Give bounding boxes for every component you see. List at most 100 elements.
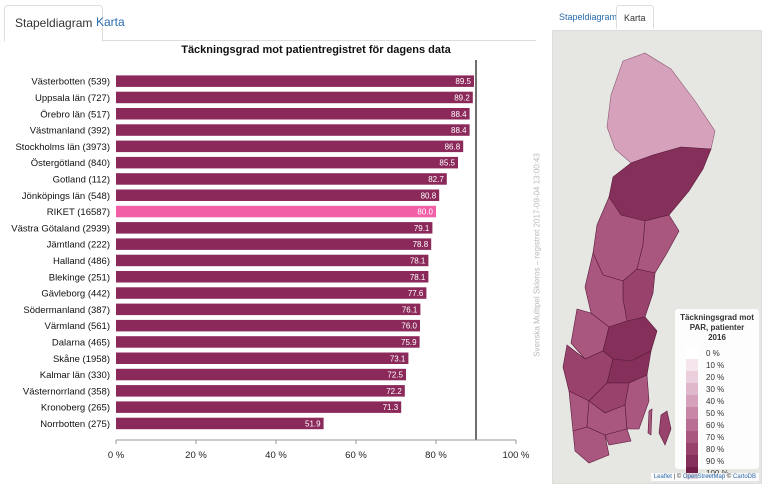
legend-row: 0 %	[680, 347, 754, 359]
bar[interactable]	[116, 173, 447, 185]
region-gavleborg[interactable]	[622, 268, 656, 322]
map-attribution: Leaflet | © OpenStreetMap © CartoDB	[650, 473, 759, 481]
x-tick-label: 0 %	[108, 450, 125, 461]
legend-row: 30 %	[680, 383, 754, 395]
legend-swatch	[686, 443, 698, 455]
bar[interactable]	[116, 271, 429, 283]
legend-label: 80 %	[706, 444, 725, 454]
right-tab-bar: Stapeldiagram Karta	[548, 5, 758, 29]
bar[interactable]	[116, 352, 409, 365]
category-label: Dalarna (465)	[52, 337, 110, 348]
legend-swatch	[686, 419, 698, 431]
bar[interactable]	[116, 156, 458, 169]
legend-label: 70 %	[706, 432, 725, 442]
legend-row: 40 %	[680, 395, 754, 407]
x-tick-label: 80 %	[425, 450, 447, 461]
x-tick-label: 40 %	[265, 450, 287, 461]
category-label: Stockholms län (3973)	[15, 142, 110, 153]
osm-link[interactable]: OpenStreetMap	[682, 474, 726, 480]
region-vasternorrland[interactable]	[636, 214, 680, 274]
category-label: Skåne (1958)	[53, 354, 110, 365]
bar[interactable]	[116, 222, 433, 234]
region-gotland[interactable]	[658, 410, 672, 446]
bar[interactable]	[116, 385, 405, 397]
x-tick-label: 60 %	[345, 450, 367, 461]
map-panel: Stapeldiagram Karta	[548, 0, 764, 488]
legend-swatch	[686, 383, 698, 395]
legend-swatch	[686, 431, 698, 443]
category-label: Gotland (112)	[53, 174, 110, 185]
x-tick-label: 20 %	[185, 450, 207, 461]
bar[interactable]	[116, 303, 421, 316]
legend-swatch	[686, 347, 698, 359]
map-tab-karta[interactable]: Karta	[616, 5, 654, 29]
value-label: 71.3	[383, 403, 399, 412]
legend-label: 60 %	[706, 420, 725, 430]
tab-stapeldiagram[interactable]: Stapeldiagram	[4, 5, 104, 42]
chart-title: Täckningsgrad mot patientregistret för d…	[181, 44, 451, 56]
map-legend: Täckningsgrad mot PAR, patienter 2016 0 …	[675, 309, 759, 479]
legend-row: 20 %	[680, 371, 754, 383]
region-norrbotten[interactable]	[606, 52, 716, 164]
category-label: Örebro län (517)	[40, 109, 110, 120]
value-label: 79.1	[414, 224, 430, 233]
value-label: 76.0	[401, 322, 417, 331]
legend-label: 30 %	[706, 384, 725, 394]
category-label: RIKET (16587)	[47, 207, 110, 218]
value-label: 51.9	[305, 419, 321, 428]
bar[interactable]	[116, 401, 402, 413]
legend-label: 0 %	[706, 348, 720, 358]
bar[interactable]	[116, 319, 420, 332]
value-label: 78.1	[410, 256, 426, 265]
bar[interactable]	[116, 205, 436, 218]
attribution-sep: ©	[725, 474, 733, 480]
category-label: Gävleborg (442)	[41, 289, 110, 300]
bar[interactable]	[116, 417, 324, 430]
leaflet-link[interactable]: Leaflet	[653, 474, 672, 480]
bar[interactable]	[116, 91, 473, 104]
legend-row: 70 %	[680, 431, 754, 443]
registry-watermark: Svenska Multipel Skleros – registret 201…	[532, 153, 542, 357]
map-tab-stapeldiagram[interactable]: Stapeldiagram	[559, 12, 618, 22]
bar[interactable]	[116, 75, 474, 87]
legend-swatch	[686, 359, 698, 371]
category-label: Uppsala län (727)	[35, 93, 110, 104]
value-label: 80.0	[417, 208, 433, 217]
region-blekinge[interactable]	[604, 428, 632, 446]
bar[interactable]	[116, 189, 440, 202]
category-label: Södermanland (387)	[23, 305, 110, 316]
legend-row: 60 %	[680, 419, 754, 431]
value-label: 88.4	[451, 126, 467, 135]
bar[interactable]	[116, 140, 464, 153]
legend-row: 10 %	[680, 359, 754, 371]
value-label: 77.6	[408, 289, 424, 298]
bar[interactable]	[116, 108, 470, 120]
attribution-sep: | ©	[671, 474, 683, 480]
value-label: 72.5	[387, 371, 403, 380]
legend-row: 50 %	[680, 407, 754, 419]
value-label: 75.9	[401, 338, 417, 347]
region-skane[interactable]	[572, 426, 610, 464]
bar[interactable]	[116, 238, 432, 250]
category-label: Jämtland (222)	[47, 240, 110, 251]
legend-swatch	[686, 395, 698, 407]
category-label: Kalmar län (330)	[40, 370, 110, 381]
legend-swatch	[686, 407, 698, 419]
tab-karta[interactable]: Karta	[96, 15, 125, 29]
bar[interactable]	[116, 287, 427, 299]
region-oland[interactable]	[647, 408, 653, 436]
left-tab-bar: Stapeldiagram Karta	[4, 5, 536, 42]
category-label: Värmland (561)	[45, 321, 110, 332]
legend-swatch	[686, 455, 698, 467]
category-label: Västmanland (392)	[30, 126, 110, 137]
cartodb-link[interactable]: CartoDB	[732, 474, 756, 480]
sweden-choropleth-map[interactable]: Täckningsgrad mot PAR, patienter 2016 0 …	[552, 30, 762, 484]
category-label: Västerbotten (539)	[31, 77, 110, 88]
bar[interactable]	[116, 254, 429, 267]
region-vasterbotten[interactable]	[608, 146, 712, 222]
bar[interactable]	[116, 368, 406, 381]
bar[interactable]	[116, 336, 420, 348]
bar[interactable]	[116, 124, 470, 136]
legend-label: 90 %	[706, 456, 725, 466]
legend-row: 80 %	[680, 443, 754, 455]
